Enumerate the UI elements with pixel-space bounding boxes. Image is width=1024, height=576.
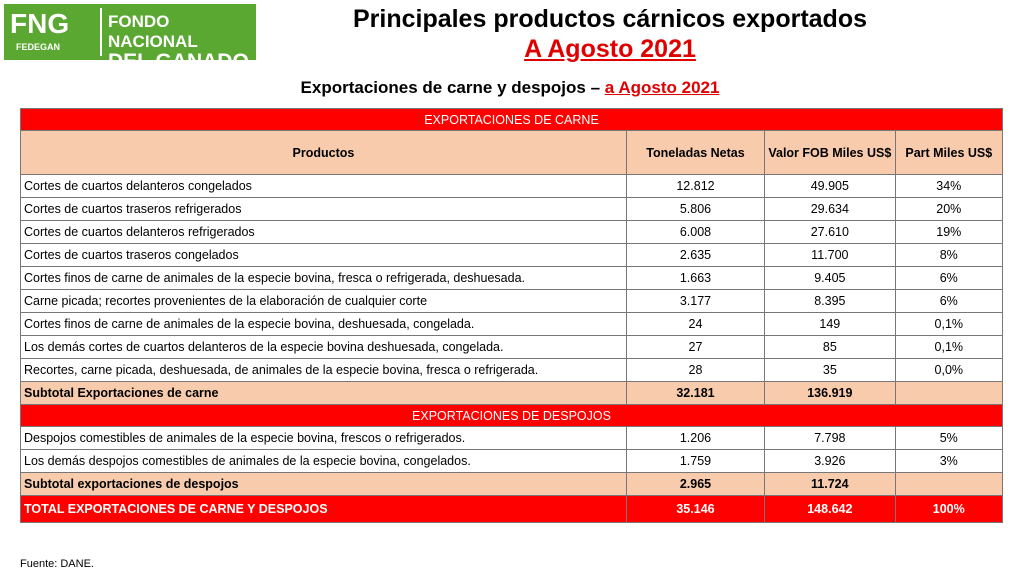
table-cell: Cortes de cuartos delanteros refrigerado… [20, 220, 627, 244]
table-cell: Cortes finos de carne de animales de la … [20, 312, 627, 336]
table-cell: Los demás cortes de cuartos delanteros d… [20, 335, 627, 359]
logo-mark: FNG [10, 8, 70, 39]
table-row: Cortes de cuartos delanteros refrigerado… [20, 220, 1004, 244]
table-row: Subtotal exportaciones de despojos 2.965 1… [20, 472, 1004, 496]
table-cell: 149 [764, 312, 896, 336]
logo-sub: FEDEGAN [16, 42, 61, 52]
table-cell: Valor FOB Miles US$ [764, 130, 896, 175]
table-cell: 100% [894, 495, 1004, 523]
table-cell: 148.642 [764, 495, 896, 523]
table-cell: Subtotal exportaciones de despojos [20, 472, 627, 496]
table-cell: 0,1% [894, 335, 1004, 359]
table-cell: Part Miles US$ [894, 130, 1004, 175]
table-cell: 3% [894, 449, 1004, 473]
table-cell: 8% [894, 243, 1004, 267]
table-cell: 8.395 [764, 289, 896, 313]
table-cell: 34% [894, 174, 1004, 198]
table-row: Productos Toneladas Netas Valor FOB Miles … [20, 130, 1004, 175]
table-cell: TOTAL EXPORTACIONES DE CARNE Y DESPOJOS [20, 495, 627, 523]
table-row: Cortes de cuartos delanteros congelados 1… [20, 174, 1004, 198]
table-cell: 27 [625, 335, 766, 359]
subtitle: Exportaciones de carne y despojos – a Ag… [200, 78, 820, 98]
table-cell: 9.405 [764, 266, 896, 290]
subtitle-text: Exportaciones de carne y despojos – [300, 78, 601, 97]
table-cell: EXPORTACIONES DE CARNE [20, 108, 1003, 131]
table-cell: Productos [20, 130, 627, 175]
table-cell: 32.181 [625, 381, 766, 405]
table-cell: Despojos comestibles de animales de la e… [20, 426, 627, 450]
table-row: TOTAL EXPORTACIONES DE CARNE Y DESPOJOS 3… [20, 495, 1004, 523]
title: Principales productos cárnicos exportado… [300, 4, 920, 64]
table-cell: 5% [894, 426, 1004, 450]
table-cell [894, 472, 1004, 496]
table-cell: 7.798 [764, 426, 896, 450]
table-cell: 85 [764, 335, 896, 359]
table-cell: Cortes de cuartos traseros congelados [20, 243, 627, 267]
title-date: A Agosto 2021 [524, 35, 696, 63]
table-cell: 11.700 [764, 243, 896, 267]
table-row: EXPORTACIONES DE CARNE [20, 108, 1003, 131]
table-cell: Cortes de cuartos delanteros congelados [20, 174, 627, 198]
table-cell: Toneladas Netas [625, 130, 766, 175]
table-cell: Recortes, carne picada, deshuesada, de a… [20, 358, 627, 382]
table-cell: Los demás despojos comestibles de animal… [20, 449, 627, 473]
table-cell: 3.926 [764, 449, 896, 473]
table-cell: 0,0% [894, 358, 1004, 382]
table-cell [894, 381, 1004, 405]
table-cell: 27.610 [764, 220, 896, 244]
table-row: Despojos comestibles de animales de la e… [20, 426, 1004, 450]
exports-table: EXPORTACIONES DE CARNE Productos Toneladas… [20, 108, 1004, 523]
footnote: Fuente: DANE. [20, 558, 94, 570]
table-cell: 20% [894, 197, 1004, 221]
table-cell: 6% [894, 266, 1004, 290]
table-cell: 1.206 [625, 426, 766, 450]
table-cell: Cortes finos de carne de animales de la … [20, 266, 627, 290]
table-row: Subtotal Exportaciones de carne 32.181 136… [20, 381, 1004, 405]
table-cell: Subtotal Exportaciones de carne [20, 381, 627, 405]
table-cell: 28 [625, 358, 766, 382]
table-cell: 35.146 [625, 495, 766, 523]
table-cell: Carne picada; recortes provenientes de l… [20, 289, 627, 313]
subtitle-date: a Agosto 2021 [604, 78, 720, 97]
table-cell: 2.635 [625, 243, 766, 267]
logo-divider [100, 8, 102, 56]
table-cell: 35 [764, 358, 896, 382]
table-body: EXPORTACIONES DE CARNE Productos Toneladas… [20, 108, 1004, 523]
table-row: Cortes de cuartos traseros refrigerados 5… [20, 197, 1004, 221]
table-row: Los demás despojos comestibles de animal… [20, 449, 1004, 473]
table-cell: 6.008 [625, 220, 766, 244]
table-cell: 136.919 [764, 381, 896, 405]
table-cell: 49.905 [764, 174, 896, 198]
table-row: EXPORTACIONES DE DESPOJOS [20, 404, 1003, 427]
table-cell: 19% [894, 220, 1004, 244]
table-cell: 5.806 [625, 197, 766, 221]
table-cell: 0,1% [894, 312, 1004, 336]
logo-line: FONDO NACIONAL [108, 12, 198, 51]
table-cell: 1.759 [625, 449, 766, 473]
table-cell: 29.634 [764, 197, 896, 221]
table-cell: 1.663 [625, 266, 766, 290]
logo: FNG FEDEGAN FONDO NACIONAL DEL GANADO [4, 4, 256, 72]
table-cell: 24 [625, 312, 766, 336]
table-cell: 3.177 [625, 289, 766, 313]
logo-name: FONDO NACIONAL DEL GANADO [108, 12, 256, 73]
logo-line: DEL GANADO [108, 50, 249, 73]
table-row: Los demás cortes de cuartos delanteros d… [20, 335, 1004, 359]
table-cell: 2.965 [625, 472, 766, 496]
title-text: Principales productos cárnicos exportado… [352, 5, 868, 33]
table-row: Cortes finos de carne de animales de la … [20, 312, 1004, 336]
table-row: Carne picada; recortes provenientes de l… [20, 289, 1004, 313]
table-cell: 6% [894, 289, 1004, 313]
table-cell: EXPORTACIONES DE DESPOJOS [20, 404, 1003, 427]
table-cell: 12.812 [625, 174, 766, 198]
table-row: Recortes, carne picada, deshuesada, de a… [20, 358, 1004, 382]
table-cell: 11.724 [764, 472, 896, 496]
table-cell: Cortes de cuartos traseros refrigerados [20, 197, 627, 221]
table-row: Cortes de cuartos traseros congelados 2.6… [20, 243, 1004, 267]
table-row: Cortes finos de carne de animales de la … [20, 266, 1004, 290]
